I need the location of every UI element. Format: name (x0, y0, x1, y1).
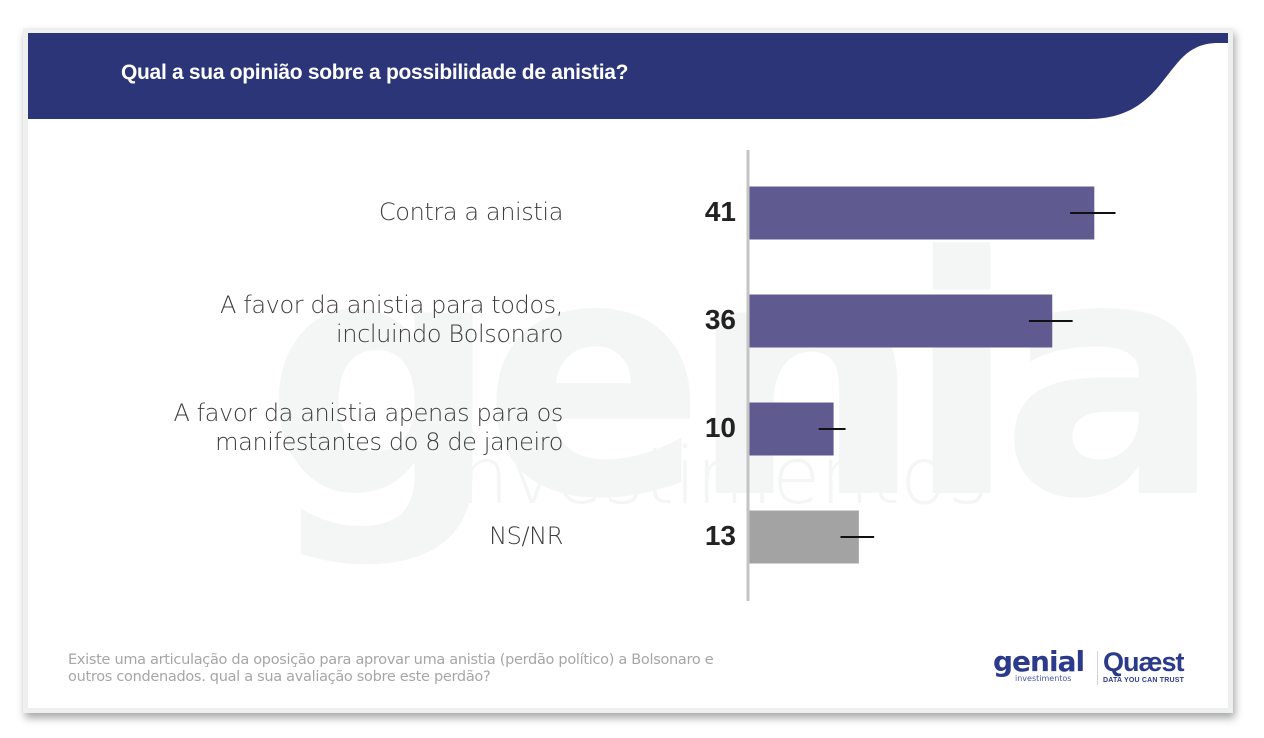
footnote-line: outros condenados. qual a sua avaliação … (68, 669, 491, 685)
genial-logo: genial investimentos (993, 645, 1085, 684)
category-label-line: A favor da anistia para todos, (220, 291, 563, 319)
value-label: 10 (704, 412, 736, 443)
footnote: Existe uma articulação da oposição para … (68, 652, 848, 686)
category-label-line: Contra a anistia (378, 197, 563, 226)
banner-wave-shape (28, 33, 1228, 119)
banner-shape (28, 33, 1228, 119)
quaest-logo-tagline: DATA YOU CAN TRUST (1103, 677, 1185, 684)
footnote-line: Existe uma articulação da oposição para … (68, 652, 714, 668)
logos: genial investimentos Quæst DATA YOU CAN … (993, 647, 1203, 692)
genial-logo-sub: investimentos (1015, 674, 1072, 683)
title-banner: Qual a sua opinião sobre a possibilidade… (28, 33, 1228, 119)
category-label: A favor da anistia apenas para os manifes… (173, 399, 563, 457)
bar-chart (746, 150, 1116, 601)
category-label: Contra a anistia (379, 198, 563, 227)
category-label-line: A favor da anistia apenas para os (173, 399, 563, 427)
value-label: 41 (704, 196, 736, 227)
genial-logo-word: genial (993, 645, 1085, 678)
quaest-logo: Quæst DATA YOU CAN TRUST (1103, 647, 1185, 684)
slide-card: Qual a sua opinião sobre a possibilidade… (23, 28, 1233, 713)
logo-divider (1097, 651, 1098, 685)
quaest-logo-word: Quæst (1103, 647, 1185, 677)
category-label: A favor da anistia para todos, incluindo … (220, 291, 563, 349)
category-label-line: NS/NR (489, 521, 563, 550)
value-label: 36 (704, 304, 736, 335)
bar (749, 294, 1053, 348)
category-label: NS/NR (489, 522, 563, 551)
value-label: 13 (704, 520, 736, 551)
category-label-line: manifestantes do 8 de janeiro (215, 428, 563, 456)
page-title: Qual a sua opinião sobre a possibilidade… (121, 61, 629, 84)
category-label-line: incluindo Bolsonaro (336, 320, 563, 348)
bar (749, 186, 1095, 240)
